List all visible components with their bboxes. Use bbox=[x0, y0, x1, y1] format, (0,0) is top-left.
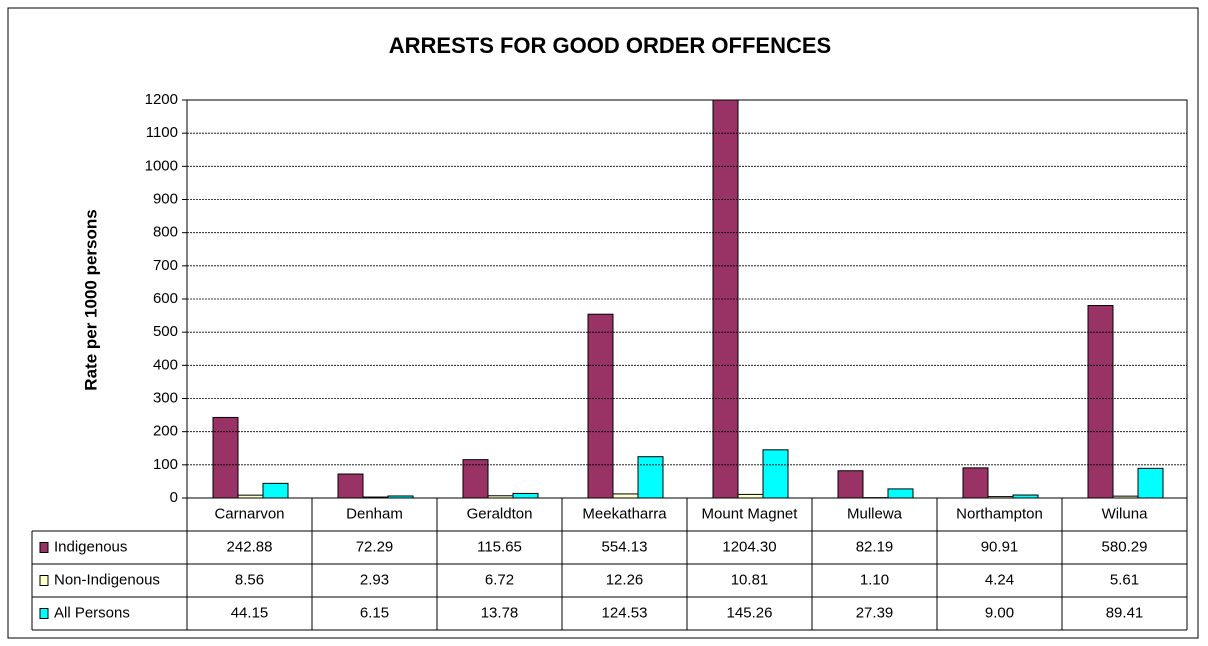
y-tick-label: 0 bbox=[170, 489, 178, 506]
y-tick-label: 1100 bbox=[146, 124, 178, 141]
y-tick-label: 1000 bbox=[145, 157, 178, 174]
table-value: 124.53 bbox=[602, 604, 648, 621]
table-value: 6.15 bbox=[360, 604, 389, 621]
x-tick-label: Mullewa bbox=[847, 505, 903, 522]
y-tick-label: 600 bbox=[153, 290, 178, 307]
bar bbox=[962, 467, 989, 498]
bar bbox=[337, 473, 364, 498]
x-tick-label: Mount Magnet bbox=[702, 505, 799, 522]
bar bbox=[737, 493, 764, 498]
table-value: 580.29 bbox=[1102, 538, 1148, 555]
x-tick-label: Northampton bbox=[956, 505, 1043, 522]
bar bbox=[837, 470, 864, 498]
bar bbox=[1012, 494, 1039, 498]
bar bbox=[587, 313, 614, 498]
bar bbox=[1087, 305, 1114, 498]
x-tick-label: Denham bbox=[346, 505, 403, 522]
table-value: 90.91 bbox=[981, 538, 1019, 555]
bar bbox=[512, 492, 539, 498]
legend-label: All Persons bbox=[54, 604, 130, 621]
table-value: 12.26 bbox=[606, 571, 644, 588]
bar bbox=[262, 482, 289, 498]
y-axis-label: Rate per 1000 persons bbox=[81, 209, 100, 390]
legend-swatch bbox=[39, 575, 49, 586]
table-value: 10.81 bbox=[731, 571, 769, 588]
y-tick-label: 500 bbox=[153, 323, 178, 340]
bar bbox=[1137, 467, 1164, 498]
table-value: 89.41 bbox=[1106, 604, 1144, 621]
y-tick-label: 100 bbox=[153, 456, 178, 473]
table-value: 1204.30 bbox=[722, 538, 776, 555]
table-value: 9.00 bbox=[985, 604, 1014, 621]
bar bbox=[762, 449, 789, 498]
y-tick-label: 400 bbox=[153, 356, 178, 373]
legend-label: Non-Indigenous bbox=[54, 571, 160, 588]
x-tick-label: Carnarvon bbox=[214, 505, 284, 522]
table-value: 145.26 bbox=[727, 604, 773, 621]
x-tick-label: Wiluna bbox=[1102, 505, 1149, 522]
table-value: 13.78 bbox=[481, 604, 519, 621]
legend-swatch bbox=[39, 608, 49, 619]
bar bbox=[637, 456, 664, 498]
table-value: 242.88 bbox=[227, 538, 273, 555]
bar bbox=[712, 100, 739, 498]
bar bbox=[887, 488, 914, 498]
table-value: 4.24 bbox=[985, 571, 1014, 588]
y-tick-label: 900 bbox=[153, 190, 178, 207]
y-tick-label: 700 bbox=[153, 257, 178, 274]
legend-swatch bbox=[39, 542, 49, 553]
y-tick-label: 1200 bbox=[145, 91, 178, 108]
chart-title: ARRESTS FOR GOOD ORDER OFFENCES bbox=[389, 33, 831, 58]
table-value: 554.13 bbox=[602, 538, 648, 555]
table-value: 6.72 bbox=[485, 571, 514, 588]
table-value: 27.39 bbox=[856, 604, 894, 621]
y-tick-label: 300 bbox=[153, 389, 178, 406]
table-value: 115.65 bbox=[477, 538, 522, 555]
table-value: 1.10 bbox=[860, 571, 889, 588]
table-value: 2.93 bbox=[360, 571, 389, 588]
table-value: 5.61 bbox=[1110, 571, 1139, 588]
table-value: 72.29 bbox=[356, 538, 394, 555]
bar bbox=[612, 493, 639, 498]
y-tick-label: 800 bbox=[153, 224, 178, 241]
x-tick-label: Meekatharra bbox=[582, 505, 667, 522]
bar bbox=[462, 459, 489, 498]
table-value: 82.19 bbox=[856, 538, 894, 555]
legend-label: Indigenous bbox=[54, 538, 127, 555]
table-value: 8.56 bbox=[235, 571, 264, 588]
table-value: 44.15 bbox=[231, 604, 269, 621]
y-tick-label: 200 bbox=[153, 423, 178, 440]
x-tick-label: Geraldton bbox=[467, 505, 533, 522]
bar bbox=[212, 416, 239, 498]
